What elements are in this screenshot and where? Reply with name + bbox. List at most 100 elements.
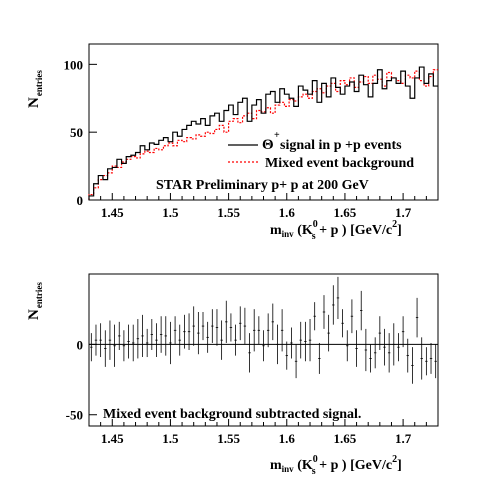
x-tick-label: 1.7 [395,205,412,220]
bottom-tick-labels: 1.45 1.5 1.55 1.6 1.65 1.7 -50 0 [66,337,412,446]
x-tick-label: 1.45 [101,431,124,446]
series-theta-signal [88,66,438,200]
legend: Θ + signal in p +p events Mixed event ba… [228,130,414,171]
data-point [113,324,116,367]
data-point [118,321,121,350]
data-point [350,299,354,334]
data-point [173,316,177,345]
top-x-axis-title: minv (K0 s + p ) [GeV/c2] [270,219,402,242]
legend-signal-sup: + [274,130,280,141]
svg-text:Nentries: Nentries [26,70,44,108]
data-point [141,314,144,358]
data-point [313,302,316,331]
data-point [327,314,330,352]
data-point [234,324,237,356]
data-point [206,321,209,353]
data-point [308,319,312,362]
legend-background-label: Mixed event background [265,156,414,171]
data-point [243,307,247,345]
y-tick-label: -50 [66,408,83,423]
data-point [271,303,275,341]
data-point [94,324,98,356]
data-point [169,321,172,365]
y-tick-label: 0 [77,337,84,352]
data-point [99,323,102,358]
top-plot-frame [88,43,439,201]
data-point [145,328,149,358]
data-point [155,323,158,358]
x-tick-label: 1.65 [334,431,357,446]
x-tick-label: 1.55 [217,431,240,446]
data-point [304,321,307,362]
data-point [336,276,340,320]
data-point [211,309,214,343]
x-tick-label: 1.6 [279,205,296,220]
y-tick-label: 0 [77,193,84,208]
data-point [420,337,423,380]
data-point [355,330,358,367]
top-annotation: STAR Preliminary p+ p at 200 GeV [156,178,369,193]
data-point [280,309,284,352]
data-point [401,316,405,348]
data-point [429,342,433,374]
x-tick-label: 1.5 [162,431,179,446]
data-point [150,319,154,350]
data-point [201,312,205,341]
bottom-y-axis-title: Nentries [26,282,44,320]
data-point [164,316,167,356]
bottom-annotation: Mixed event background subtracted signal… [103,407,361,422]
data-point [104,330,107,367]
data-point [122,330,126,362]
data-point [252,309,256,352]
data-point [383,328,386,366]
data-point [369,344,372,373]
data-point [285,341,288,370]
data-point [90,333,93,362]
data-point [262,330,265,362]
data-point [290,327,293,359]
data-point [406,338,409,373]
data-point [225,300,228,343]
top-y-axis-title: Nentries [26,70,44,108]
x-tick-label: 1.65 [334,205,357,220]
data-point [341,309,344,338]
top-ticks [88,63,439,201]
data-point [132,324,135,362]
data-point [178,324,181,356]
data-point [387,333,391,373]
y-tick-label: 50 [70,125,83,140]
series-subtracted-signal [89,276,438,384]
data-point [332,285,335,325]
data-point [108,320,112,360]
data-point [159,316,163,353]
data-point [425,347,428,376]
data-point [183,314,186,349]
y-tick-label: 100 [64,57,84,72]
data-point [192,306,195,346]
data-point [294,344,298,379]
bottom-ticks [88,343,439,426]
data-point [322,295,326,329]
data-point [346,330,349,362]
data-point [411,347,414,384]
x-tick-label: 1.45 [101,205,124,220]
legend-signal-symbol: Θ [262,137,274,153]
x-tick-label: 1.5 [162,205,179,220]
data-point [434,344,437,379]
data-point [276,324,279,365]
data-point [248,333,251,373]
data-point [187,313,191,350]
bottom-x-axis-title: minv (K0 s + p ) [GeV/c2] [270,454,402,477]
svg-text:Nentries: Nentries [26,282,44,320]
data-point [220,320,223,360]
x-tick-label: 1.55 [217,205,240,220]
data-point [415,297,419,338]
bottom-panel: 1.45 1.5 1.55 1.6 1.65 1.7 -50 0 Mixed event ba… [26,273,439,477]
top-panel: 1.45 1.5 1.55 1.6 1.65 1.7 0 50 100 Θ + signal i… [26,43,439,242]
data-point [392,323,395,366]
x-tick-label: 1.6 [279,431,296,446]
signal-step-line [88,66,438,200]
data-point [136,319,140,359]
data-point [197,312,200,355]
